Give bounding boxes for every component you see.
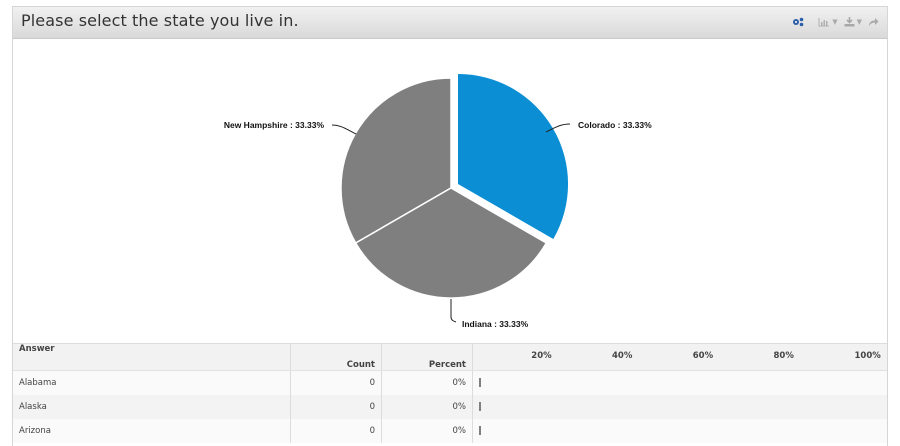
header-toolbar: ▼ ▼	[792, 15, 879, 29]
slice-label-colorado: Colorado : 33.33%	[578, 120, 652, 130]
label-connector-colorado	[545, 123, 571, 133]
answer-cell: Arizona	[13, 419, 291, 443]
percent-bar	[479, 378, 481, 387]
chart-type-button[interactable]: ▼	[818, 15, 838, 29]
slice-label-new-hampshire: New Hampshire : 33.33%	[224, 120, 325, 130]
column-header-count[interactable]: Count	[290, 343, 382, 371]
percent-bar	[479, 402, 481, 411]
column-header-scale: 20% 40% 60% 80% 100%	[472, 343, 887, 371]
count-cell: 0	[290, 395, 382, 419]
table-row: Alabama 0 0%	[13, 370, 887, 395]
count-cell: 0	[290, 370, 382, 395]
column-header-percent[interactable]: Percent	[381, 343, 473, 371]
bar-cell	[472, 370, 887, 395]
pie-slice-colorado[interactable]	[458, 74, 569, 239]
answer-cell: Alabama	[13, 370, 291, 395]
settings-button[interactable]	[792, 15, 804, 29]
table-row: Arizona 0 0%	[13, 419, 887, 443]
settings-icon	[793, 17, 804, 27]
bar-cell	[472, 395, 887, 419]
percent-cell: 0%	[381, 370, 473, 395]
label-connector-new-hampshire	[331, 124, 357, 135]
results-table: Answer Count Percent 20% 40% 60% 80% 100…	[13, 343, 887, 443]
scale-tick: 60%	[692, 351, 714, 361]
bar-chart-icon	[818, 18, 830, 27]
share-button[interactable]	[868, 15, 879, 29]
scale-tick: 80%	[773, 351, 794, 361]
percent-cell: 0%	[381, 395, 473, 419]
percent-cell: 0%	[381, 419, 473, 443]
download-button[interactable]: ▼	[844, 15, 862, 29]
share-icon	[869, 18, 879, 26]
table-header-row: Answer Count Percent 20% 40% 60% 80% 100…	[13, 343, 887, 371]
column-header-answer[interactable]: Answer	[13, 343, 291, 371]
label-connector-indiana	[450, 299, 457, 323]
pie-slice-new-hampshire[interactable]	[340, 77, 452, 245]
pie-slice-indiana[interactable]	[354, 187, 548, 299]
table-row: Alaska 0 0%	[13, 395, 887, 419]
percent-bar	[479, 426, 481, 435]
chevron-down-icon: ▼	[856, 18, 862, 26]
scale-tick: 40%	[612, 351, 633, 361]
panel-header: Please select the state you live in. ▼	[13, 7, 887, 39]
scale-tick: 20%	[531, 351, 552, 361]
download-icon	[844, 17, 855, 27]
question-panel: Please select the state you live in. ▼	[12, 6, 888, 446]
answer-cell: Alaska	[13, 395, 291, 419]
pie-chart: New Hampshire : 33.33% Colorado : 33.33%…	[13, 39, 887, 343]
slice-label-indiana: Indiana : 33.33%	[462, 319, 529, 329]
scale-tick: 100%	[854, 351, 881, 361]
chevron-down-icon: ▼	[832, 18, 838, 26]
count-cell: 0	[290, 419, 382, 443]
bar-cell	[472, 419, 887, 443]
question-title: Please select the state you live in.	[21, 11, 299, 30]
